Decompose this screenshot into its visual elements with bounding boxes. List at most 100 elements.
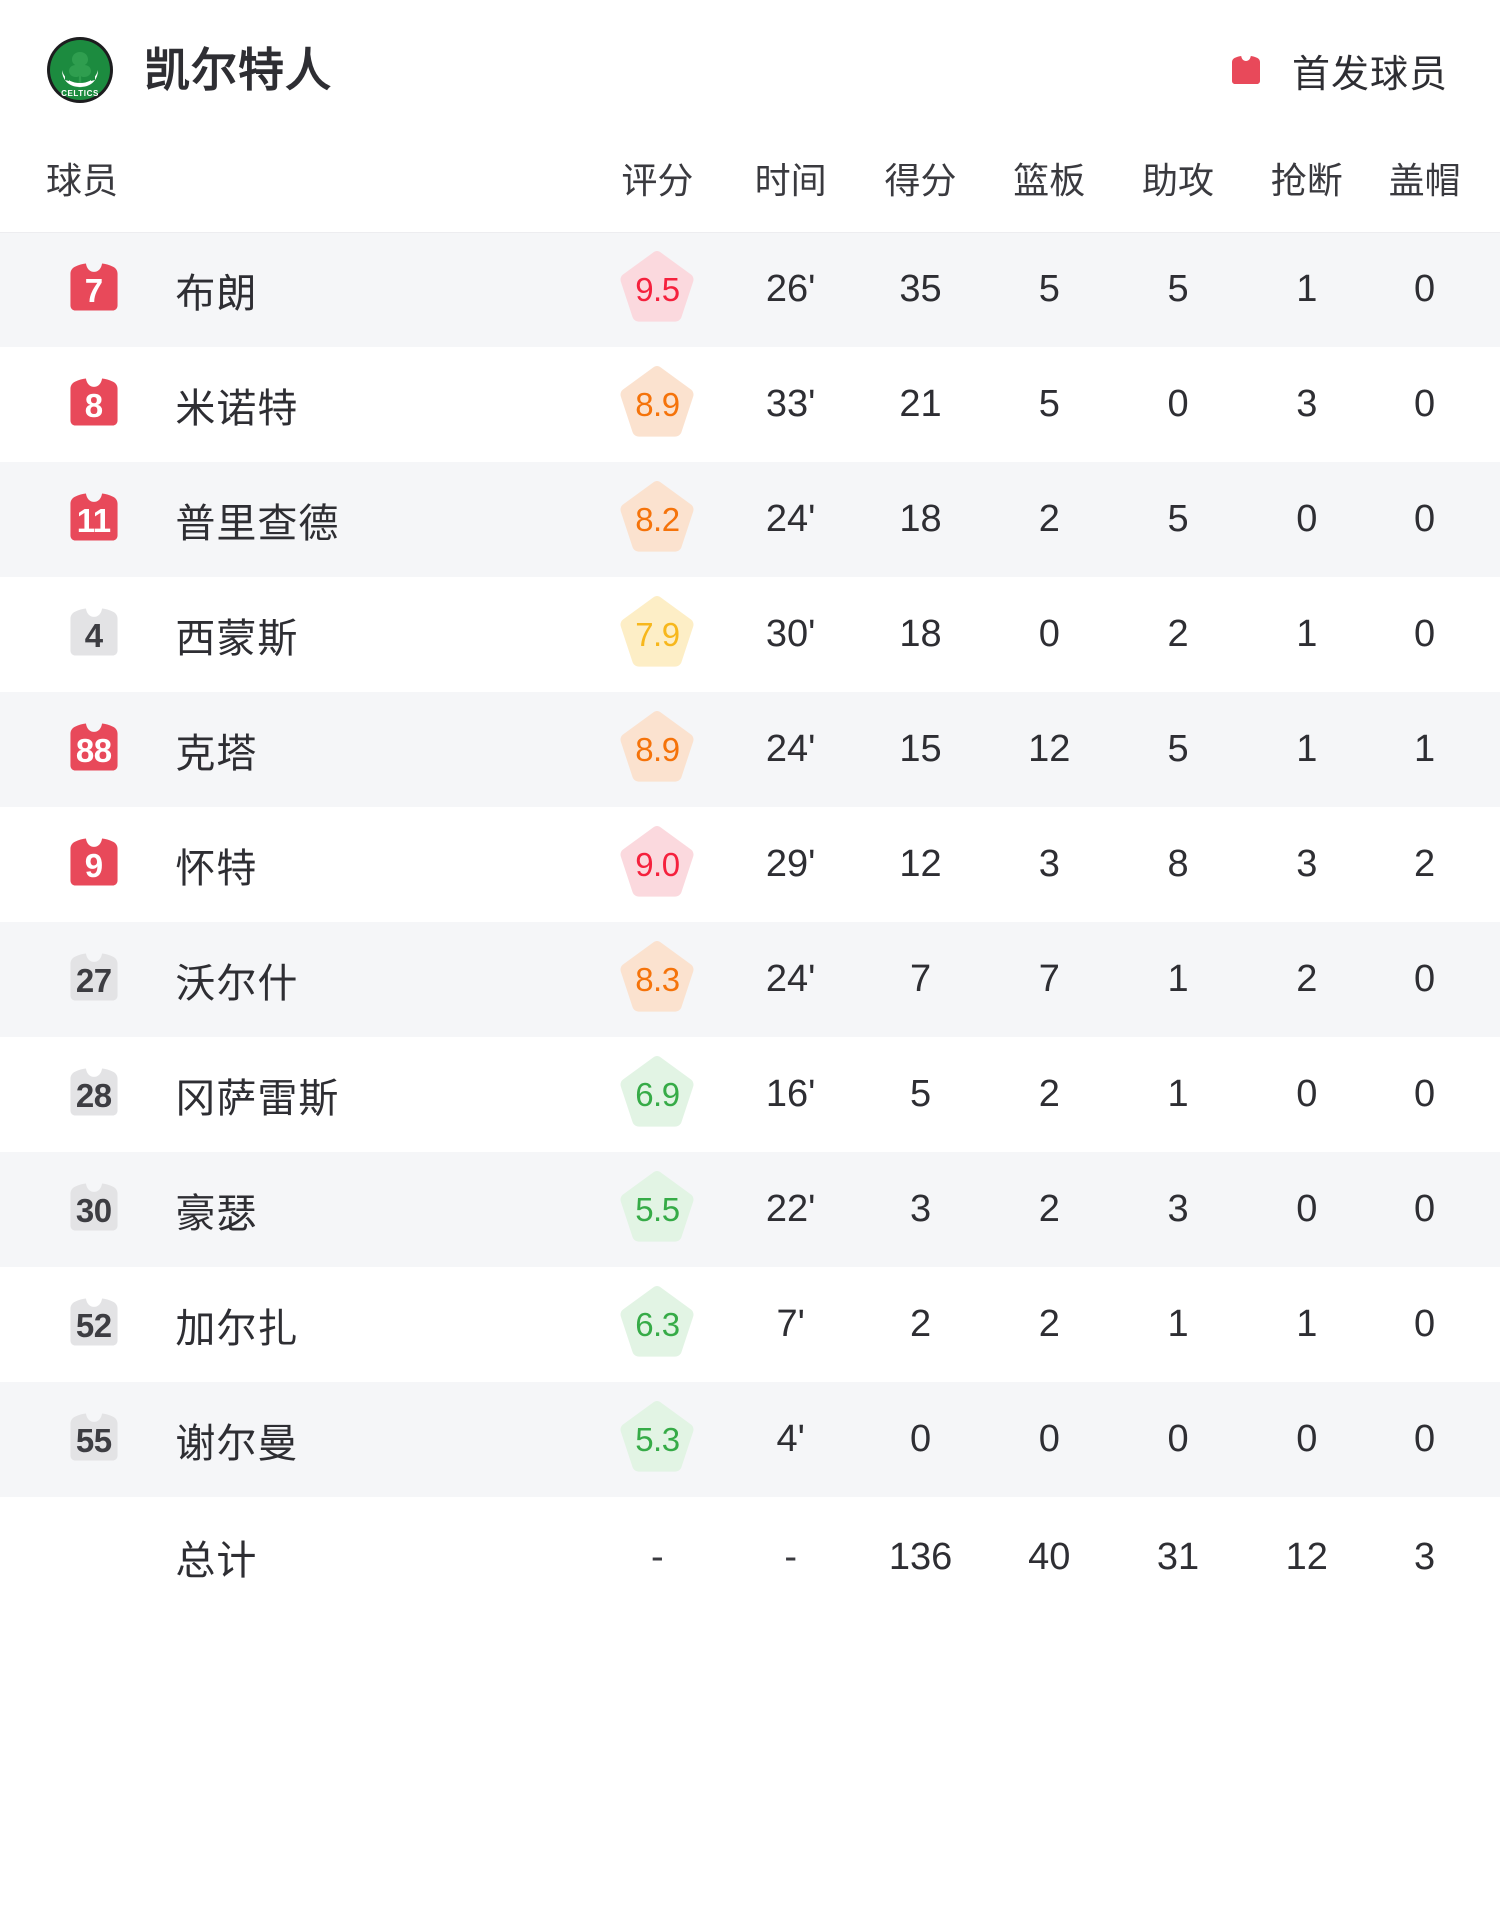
player-blocks: 0 [1414, 958, 1436, 1000]
jersey-icon [1224, 48, 1268, 92]
totals-spacer [0, 1497, 169, 1617]
player-rebounds: 5 [1038, 268, 1060, 311]
column-header-time[interactable]: 时间 [754, 159, 827, 201]
player-rating-cell: 6.3 [590, 1267, 726, 1382]
column-header-player[interactable]: 球员 [46, 159, 119, 201]
rating-value: 7.9 [635, 616, 680, 653]
player-steals: 1 [1296, 728, 1318, 770]
rating-badge: 8.9 [615, 707, 699, 787]
player-name: 怀特 [175, 846, 258, 891]
player-minutes: 16' [765, 1073, 816, 1115]
player-assists: 1 [1167, 1073, 1189, 1115]
player-points: 0 [909, 1418, 932, 1460]
totals-row: 总计 - - 136 40 31 12 3 [0, 1497, 1500, 1617]
table-row[interactable]: 11 普里查德 8.2 24' 18 2 5 0 0 [0, 462, 1500, 577]
player-rebounds: 2 [1038, 1073, 1060, 1115]
player-assists: 3 [1167, 1188, 1189, 1230]
rating-value: 8.2 [635, 501, 680, 538]
player-name: 普里查德 [175, 501, 340, 546]
player-steals: 0 [1296, 1418, 1318, 1460]
table-row[interactable]: 88 克塔 8.9 24' 15 12 5 1 1 [0, 692, 1500, 807]
column-header-blocks[interactable]: 盖帽 [1388, 159, 1461, 201]
player-assists: 1 [1167, 1303, 1189, 1345]
player-jersey-cell: 27 [0, 922, 169, 1037]
table-row[interactable]: 7 布朗 9.5 26' 35 5 5 1 0 [0, 232, 1500, 347]
player-assists: 0 [1167, 1418, 1189, 1460]
table-row[interactable]: 28 冈萨雷斯 6.9 16' 5 2 1 0 0 [0, 1037, 1500, 1152]
player-stats-table: 球员 评分 时间 得分 篮板 助攻 抢断 盖帽 7 布朗 9.5 26' 35 5 5 1 0 8… [0, 140, 1500, 1617]
column-header-rating[interactable]: 评分 [621, 159, 694, 201]
rating-badge: 9.0 [615, 822, 699, 902]
player-rating-cell: 5.3 [590, 1382, 726, 1497]
player-rebounds: 2 [1038, 498, 1060, 540]
player-minutes: 26' [765, 268, 816, 311]
rating-badge: 7.9 [615, 592, 699, 672]
rating-badge: 6.3 [615, 1282, 699, 1362]
player-rating-cell: 5.5 [590, 1152, 726, 1267]
player-minutes: 22' [765, 1188, 816, 1230]
rating-badge: 8.3 [615, 937, 699, 1017]
player-name: 米诺特 [175, 386, 299, 431]
column-header-rebounds[interactable]: 篮板 [1013, 159, 1086, 201]
player-rebounds: 3 [1038, 843, 1060, 885]
jersey-icon: 88 [57, 710, 131, 784]
player-rating-cell: 7.9 [590, 577, 726, 692]
player-minutes: 33' [765, 383, 816, 425]
rating-value: 8.3 [635, 961, 680, 998]
player-rebounds: 0 [1038, 1418, 1060, 1460]
player-jersey-cell: 4 [0, 577, 169, 692]
player-rating-cell: 8.9 [590, 692, 726, 807]
player-blocks: 1 [1414, 728, 1436, 770]
player-assists: 5 [1167, 498, 1189, 540]
table-row[interactable]: 52 加尔扎 6.3 7' 2 2 1 1 0 [0, 1267, 1500, 1382]
player-name: 谢尔曼 [175, 1421, 299, 1466]
table-row[interactable]: 30 豪瑟 5.5 22' 3 2 3 0 0 [0, 1152, 1500, 1267]
jersey-icon: 30 [57, 1170, 131, 1244]
jersey-icon: 27 [57, 940, 131, 1014]
player-assists: 5 [1167, 268, 1189, 311]
player-rebounds: 7 [1038, 958, 1060, 1000]
player-minutes: 4' [776, 1418, 805, 1460]
player-steals: 1 [1296, 1303, 1318, 1345]
rating-value: 8.9 [635, 731, 680, 768]
jersey-icon: 11 [57, 480, 131, 554]
column-header-assists[interactable]: 助攻 [1142, 159, 1215, 201]
player-name: 沃尔什 [175, 961, 299, 1006]
column-header-points[interactable]: 得分 [884, 159, 957, 201]
player-rebounds: 0 [1038, 613, 1060, 655]
jersey-icon: 9 [57, 825, 131, 899]
player-minutes: 24' [765, 498, 816, 540]
rating-value: 6.9 [635, 1076, 680, 1113]
player-points: 3 [909, 1188, 932, 1230]
table-row[interactable]: 8 米诺特 8.9 33' 21 5 0 3 0 [0, 347, 1500, 462]
column-header-steals[interactable]: 抢断 [1270, 159, 1343, 201]
player-assists: 0 [1167, 383, 1189, 425]
player-rebounds: 12 [1028, 728, 1071, 770]
jersey-icon: 7 [57, 250, 131, 324]
player-rating-cell: 8.9 [590, 347, 726, 462]
jersey-icon: 8 [57, 365, 131, 439]
rating-value: 8.9 [635, 386, 680, 423]
player-rating-cell: 8.2 [590, 462, 726, 577]
totals-assists: 31 [1156, 1535, 1200, 1578]
player-blocks: 0 [1414, 268, 1436, 311]
table-body: 7 布朗 9.5 26' 35 5 5 1 0 8 米诺特 8.9 33' 21 5 0 3 0 11 普里查德 8.2… [0, 232, 1500, 1617]
table-row[interactable]: 4 西蒙斯 7.9 30' 18 0 2 1 0 [0, 577, 1500, 692]
player-points: 15 [899, 728, 942, 770]
player-jersey-cell: 88 [0, 692, 169, 807]
player-jersey-cell: 28 [0, 1037, 169, 1152]
player-jersey-cell: 30 [0, 1152, 169, 1267]
table-row[interactable]: 9 怀特 9.0 29' 12 3 8 3 2 [0, 807, 1500, 922]
player-rating-cell: 9.0 [590, 807, 726, 922]
totals-label: 总计 [175, 1539, 258, 1583]
table-row[interactable]: 55 谢尔曼 5.3 4' 0 0 0 0 0 [0, 1382, 1500, 1497]
rating-badge: 6.9 [615, 1052, 699, 1132]
team-name: 凯尔特人 [144, 44, 332, 96]
player-rebounds: 2 [1038, 1303, 1060, 1345]
player-steals: 3 [1296, 383, 1318, 425]
player-blocks: 2 [1414, 843, 1436, 885]
player-points: 18 [899, 498, 942, 540]
table-row[interactable]: 27 沃尔什 8.3 24' 7 7 1 2 0 [0, 922, 1500, 1037]
rating-value: 5.5 [635, 1191, 680, 1228]
